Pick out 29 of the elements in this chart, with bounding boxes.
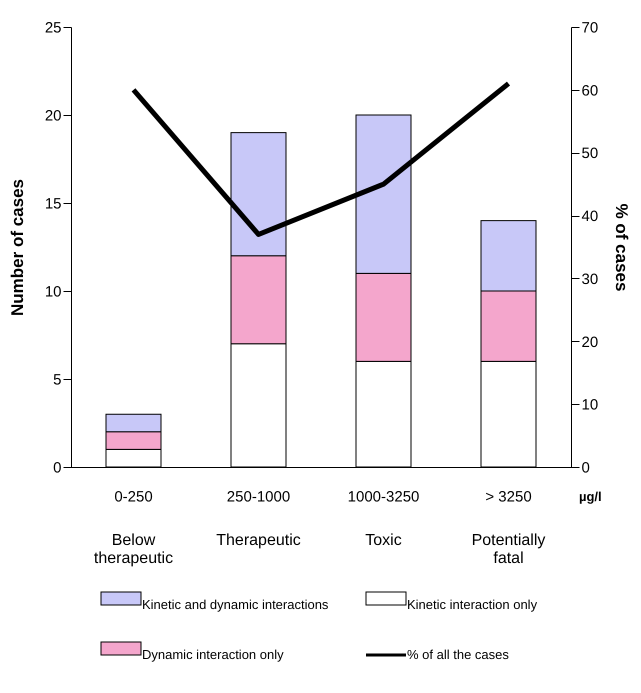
y-tick-label: 25 — [44, 20, 62, 36]
text: Therapeutic — [216, 532, 301, 549]
y2-tick-label: 70 — [582, 20, 598, 36]
y-tick-label: 5 — [53, 372, 62, 388]
text: Toxic — [365, 532, 402, 549]
y-tick-label: 0 — [53, 460, 62, 476]
y2-axis-title: % of cases — [612, 204, 632, 292]
x-tick-label: 250-1000 — [226, 488, 290, 506]
y2-tick-label: 20 — [582, 334, 598, 351]
y2-tick-label: 40 — [582, 208, 598, 226]
text: Below therapeutic — [94, 532, 174, 567]
y-axis-title: Number of cases — [8, 179, 27, 316]
y2-tick-label: 0 — [582, 460, 590, 476]
y-tick-label: 20 — [44, 108, 62, 124]
y-tick-label: 15 — [44, 196, 62, 212]
y2-tick-label: 30 — [582, 270, 598, 288]
y2-tick-label: 10 — [582, 396, 598, 414]
legend-label: % of all the cases — [407, 647, 510, 662]
legend-label: Kinetic interaction only — [407, 597, 538, 612]
text: µg/l — [579, 489, 602, 504]
x-tick-label: 1000-3250 — [348, 488, 420, 506]
y2-tick-label: 50 — [582, 145, 598, 162]
legend-label: Kinetic and dynamic interactions — [142, 597, 329, 612]
y2-tick-label: 60 — [582, 82, 598, 100]
text: Potentially fatal — [472, 532, 546, 567]
y-tick-label: 10 — [44, 284, 62, 300]
x-tick-label: 0-250 — [114, 488, 153, 506]
x-tick-label: > 3250 — [485, 488, 532, 506]
legend-label: Dynamic interaction only — [142, 647, 284, 662]
